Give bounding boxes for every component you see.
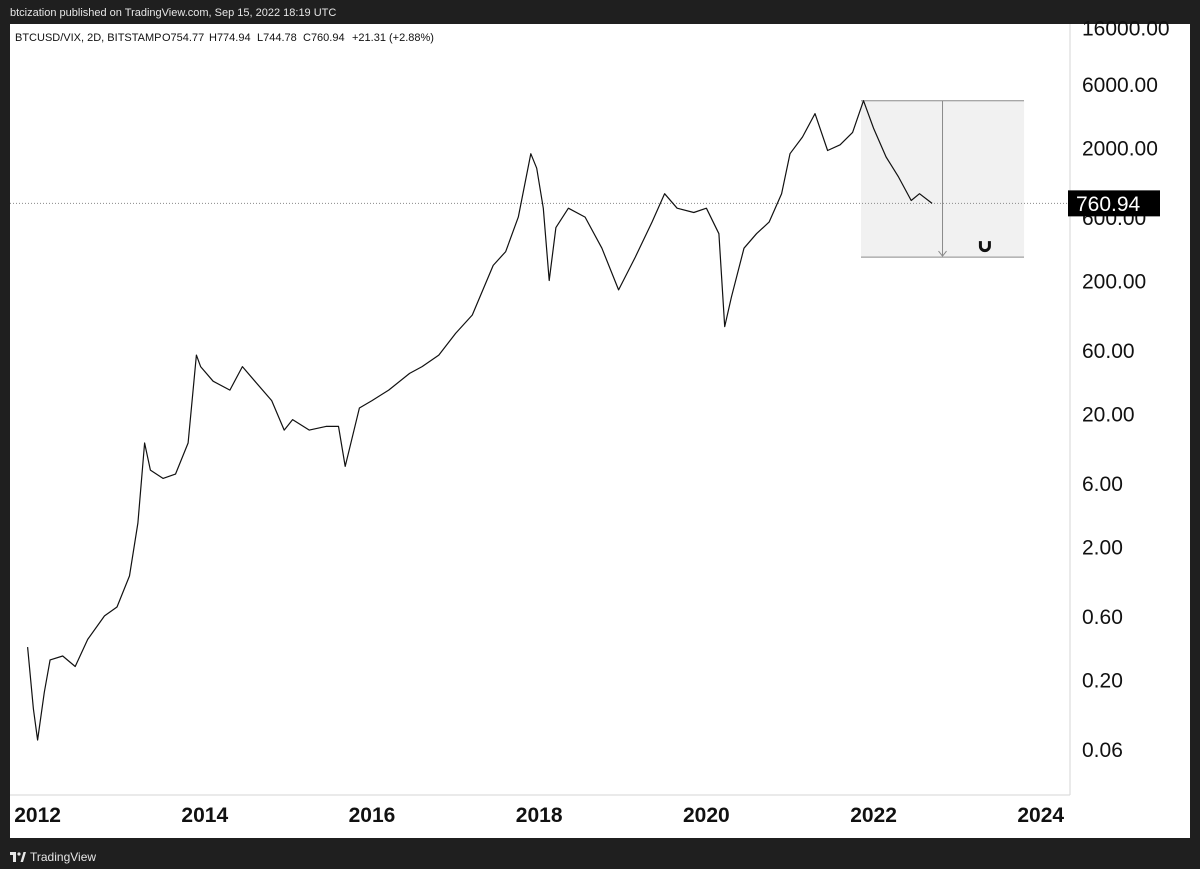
footer-bar: TradingView (0, 840, 1200, 869)
time-scale[interactable]: 2012 2014 2016 2018 2020 2022 2024 (14, 804, 1064, 827)
x-tick-label: 2016 (349, 804, 396, 827)
y-tick-label: 0.06 (1082, 739, 1123, 762)
y-tick-label: 2.00 (1082, 536, 1123, 559)
time-axis[interactable] (10, 795, 1190, 838)
chart-legend-change: +21.31 (+2.88%) (352, 32, 434, 44)
chart-legend-high: H774.94 (209, 32, 251, 44)
y-tick-label: 20.00 (1082, 403, 1135, 426)
range-arrowhead (938, 250, 947, 257)
y-tick-label: 0.20 (1082, 669, 1123, 692)
y-tick-label: 6000.00 (1082, 74, 1158, 97)
chart-legend-close: C760.94 (303, 32, 345, 44)
price-axis[interactable] (1070, 24, 1190, 795)
publish-info: btcization published on TradingView.com,… (10, 7, 337, 19)
chart-legend-symbol: BTCUSD/VIX, 2D, BITSTAMP (15, 32, 162, 44)
last-price-label: 760.94 (1068, 190, 1160, 217)
y-tick-label: 0.60 (1082, 606, 1123, 629)
chart-legend-open: O754.77 (162, 32, 204, 44)
x-tick-label: 2022 (850, 804, 897, 827)
x-tick-label: 2020 (683, 804, 730, 827)
tradingview-logo[interactable]: TradingView (10, 850, 96, 864)
x-tick-label: 2014 (181, 804, 228, 827)
y-tick-label: 200.00 (1082, 271, 1146, 294)
tradingview-brand: TradingView (30, 850, 97, 864)
range-annotation[interactable] (861, 100, 1025, 258)
price-scale[interactable]: 16000.006000.002000.00600.00200.0060.002… (1082, 18, 1170, 762)
price-line[interactable] (27, 100, 933, 741)
chart-legend-low: L744.78 (257, 32, 297, 44)
y-tick-label: 6.00 (1082, 473, 1123, 496)
x-tick-label: 2024 (1017, 804, 1064, 827)
y-tick-label: 60.00 (1082, 340, 1135, 363)
x-tick-label: 2018 (516, 804, 563, 827)
x-tick-label: 2012 (14, 804, 61, 827)
y-tick-label: 2000.00 (1082, 138, 1158, 161)
publish-header: btcization published on TradingView.com,… (0, 0, 1200, 24)
y-tick-label: 16000.00 (1082, 18, 1170, 41)
last-price-value: 760.94 (1076, 193, 1141, 216)
magnet-icon[interactable] (978, 241, 991, 253)
tradingview-logo-icon (10, 852, 26, 862)
